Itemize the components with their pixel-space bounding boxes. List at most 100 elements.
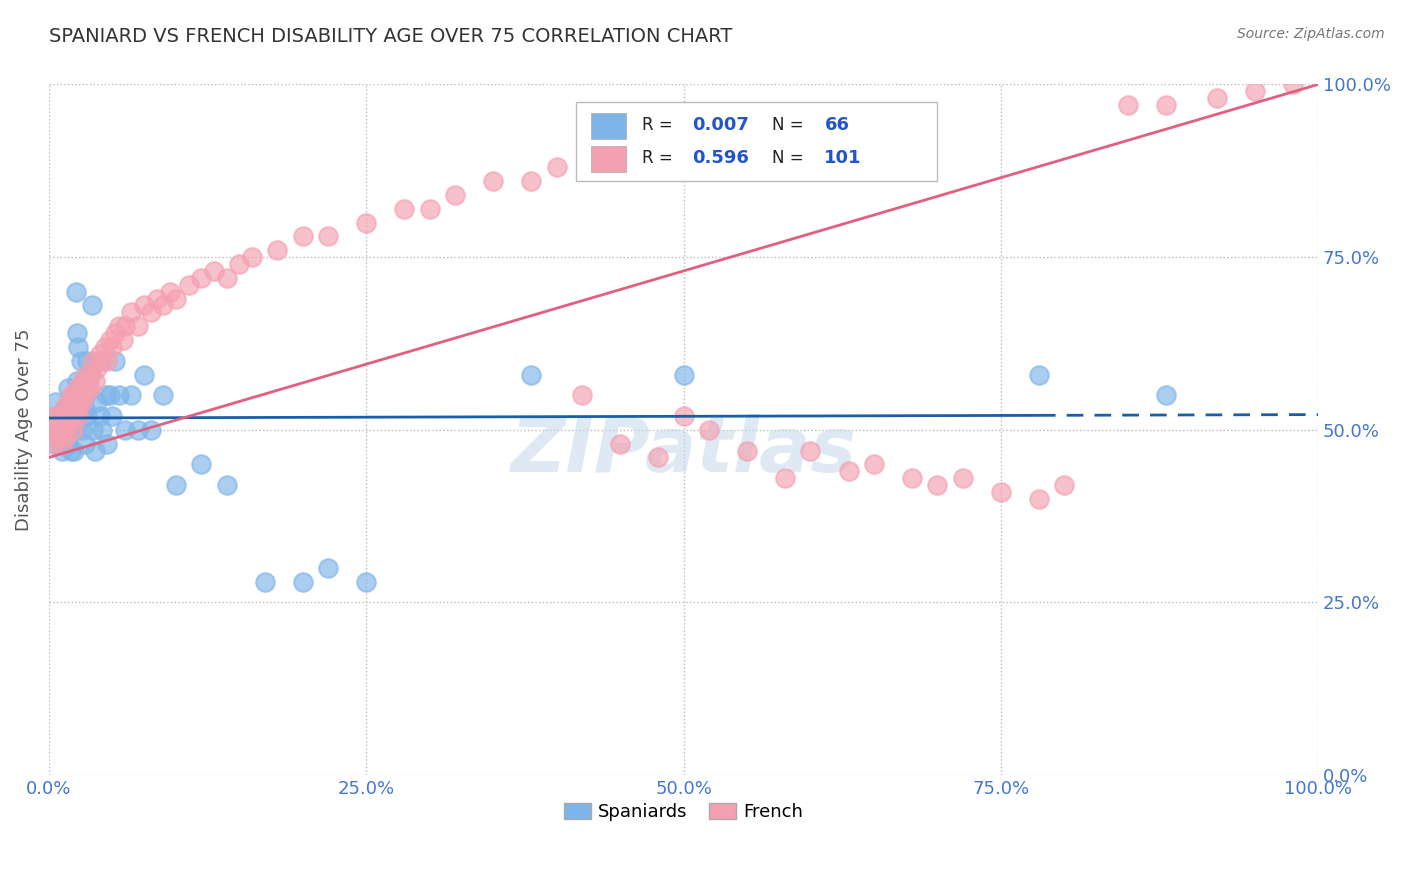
Point	[65, 395, 87, 409]
Point	[152, 298, 174, 312]
Point	[58, 423, 80, 437]
Point	[520, 368, 543, 382]
Point	[73, 436, 96, 450]
Point	[121, 305, 143, 319]
Point	[51, 416, 73, 430]
Point	[46, 423, 69, 437]
Point	[69, 353, 91, 368]
Point	[48, 430, 70, 444]
Point	[1243, 84, 1265, 98]
Point	[121, 388, 143, 402]
Point	[96, 436, 118, 450]
Point	[134, 298, 156, 312]
Point	[73, 402, 96, 417]
Point	[86, 395, 108, 409]
Point	[901, 471, 924, 485]
Text: N =: N =	[772, 116, 810, 134]
Point	[83, 443, 105, 458]
Point	[127, 423, 149, 437]
Point	[1154, 98, 1177, 112]
Point	[66, 326, 89, 340]
Bar	[591, 112, 627, 139]
Point	[53, 402, 76, 417]
Point	[56, 409, 79, 423]
Point	[146, 292, 169, 306]
Point	[546, 161, 568, 175]
Point	[60, 409, 83, 423]
Text: Source: ZipAtlas.com: Source: ZipAtlas.com	[1237, 27, 1385, 41]
Text: 0.596: 0.596	[692, 149, 749, 168]
Point	[89, 353, 111, 368]
Point	[735, 443, 758, 458]
Point	[139, 423, 162, 437]
Point	[190, 458, 212, 472]
Point	[53, 402, 76, 417]
Point	[76, 353, 98, 368]
Point	[44, 395, 66, 409]
Point	[48, 430, 70, 444]
Point	[165, 478, 187, 492]
Point	[672, 409, 695, 423]
Point	[44, 409, 66, 423]
Text: ZIPatlas: ZIPatlas	[510, 414, 856, 488]
Point	[89, 347, 111, 361]
Point	[1281, 78, 1303, 92]
Point	[104, 326, 127, 340]
Point	[67, 388, 90, 402]
Point	[253, 574, 276, 589]
Point	[240, 250, 263, 264]
Point	[67, 395, 90, 409]
Point	[215, 270, 238, 285]
Point	[76, 409, 98, 423]
Point	[96, 353, 118, 368]
Point	[51, 430, 73, 444]
Point	[52, 416, 75, 430]
Point	[66, 381, 89, 395]
Point	[83, 375, 105, 389]
Point	[49, 416, 72, 430]
Point	[69, 402, 91, 417]
Point	[1116, 98, 1139, 112]
Point	[266, 244, 288, 258]
Point	[159, 285, 181, 299]
Point	[63, 388, 86, 402]
Point	[647, 450, 669, 465]
Point	[82, 423, 104, 437]
Text: 0.007: 0.007	[692, 116, 749, 134]
Point	[571, 388, 593, 402]
Point	[77, 375, 100, 389]
Bar	[591, 146, 627, 172]
Point	[79, 381, 101, 395]
Point	[773, 471, 796, 485]
Point	[228, 257, 250, 271]
Point	[55, 423, 77, 437]
Point	[80, 368, 103, 382]
Point	[444, 188, 467, 202]
Point	[291, 574, 314, 589]
Point	[165, 292, 187, 306]
Point	[66, 402, 89, 417]
Point	[127, 319, 149, 334]
Point	[55, 409, 77, 423]
Point	[51, 409, 73, 423]
Point	[62, 423, 84, 437]
Point	[62, 402, 84, 417]
Point	[56, 409, 79, 423]
Point	[152, 388, 174, 402]
Point	[419, 202, 441, 216]
Point	[51, 443, 73, 458]
Legend: Spaniards, French: Spaniards, French	[557, 796, 811, 829]
Point	[356, 574, 378, 589]
Text: N =: N =	[772, 149, 810, 168]
Point	[863, 458, 886, 472]
Point	[72, 375, 94, 389]
Point	[58, 402, 80, 417]
Point	[104, 353, 127, 368]
Point	[67, 388, 90, 402]
Point	[82, 298, 104, 312]
Point	[55, 416, 77, 430]
Point	[98, 333, 121, 347]
Point	[356, 216, 378, 230]
Point	[1028, 491, 1050, 506]
Point	[48, 409, 70, 423]
